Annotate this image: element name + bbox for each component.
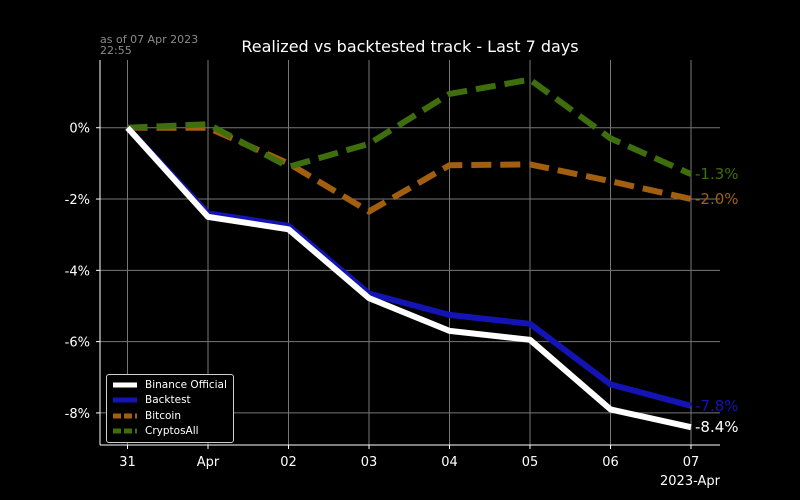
x-tick-label: 04	[441, 455, 458, 470]
series-line-binance-official	[125, 125, 692, 431]
legend-item: Bitcoin	[107, 408, 233, 424]
legend-label: Bitcoin	[145, 409, 182, 422]
legend: Binance Official Backtest Bitcoin CryptosAl…	[106, 374, 234, 443]
chart-title: Realized vs backtested track - Last 7 da…	[241, 37, 579, 56]
x-tick-label: 05	[522, 455, 539, 470]
timestamp: as of 07 Apr 2023 22:55	[100, 34, 198, 56]
legend-swatch	[113, 397, 137, 403]
timestamp-time: 22:55	[100, 44, 132, 57]
end-label-bitcoin: -2.0%	[695, 190, 739, 208]
legend-item: Backtest	[107, 393, 233, 409]
legend-label: Backtest	[145, 394, 191, 407]
y-tick-label: -2%	[65, 193, 90, 208]
legend-item: CryptosAll	[107, 424, 233, 440]
legend-swatch	[113, 413, 137, 419]
x-tick-label: 07	[683, 455, 700, 470]
legend-label: Binance Official	[145, 378, 227, 391]
timestamp-date: as of 07 Apr 2023	[100, 33, 199, 46]
x-tick-label: 02	[280, 455, 297, 470]
legend-item: Binance Official	[107, 377, 233, 393]
legend-swatch	[113, 428, 137, 434]
end-label-binance-official: -8.4%	[695, 418, 739, 436]
x-tick-label: Apr	[197, 455, 220, 470]
x-tick-label: 31	[119, 455, 136, 470]
y-tick-label: -8%	[65, 407, 90, 422]
end-label-cryptosall: -1.3%	[695, 165, 739, 183]
y-tick-label: 0%	[69, 122, 90, 137]
end-label-backtest: -7.8%	[695, 397, 739, 415]
x-offset-label: 2023-Apr	[660, 474, 721, 489]
x-tick-label: 06	[602, 455, 619, 470]
legend-label: CryptosAll	[145, 425, 199, 438]
y-tick-label: -6%	[65, 336, 90, 351]
x-tick-label: 03	[361, 455, 378, 470]
y-tick-label: -4%	[65, 264, 90, 279]
series-line-backtest	[125, 125, 692, 409]
series-line-cryptosall	[127, 76, 693, 177]
legend-swatch	[113, 382, 137, 388]
